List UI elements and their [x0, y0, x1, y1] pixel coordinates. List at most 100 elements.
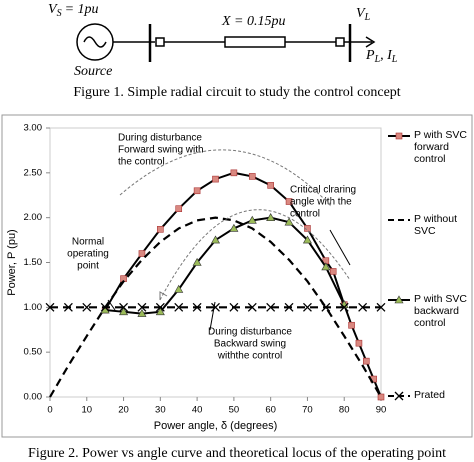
annotation-arrows: [107, 149, 351, 331]
marker: [321, 262, 331, 271]
chart-frame: [1, 114, 473, 438]
marker: [284, 217, 294, 226]
annotation: Critical clraring: [290, 185, 356, 196]
marker: [302, 235, 312, 244]
marker: [119, 302, 129, 312]
marker: [174, 284, 184, 293]
annotation: withthe control: [217, 351, 282, 362]
x-tick-label: 10: [81, 405, 92, 416]
annotation: the control: [118, 157, 165, 168]
pl-sub: L: [374, 54, 381, 65]
x-label: X = 0.15pu: [221, 14, 286, 29]
marker: [137, 302, 147, 312]
annotation: point: [77, 261, 99, 272]
annotation: Backward swing: [214, 339, 286, 350]
marker: [138, 250, 146, 257]
il-sub: L: [391, 54, 398, 65]
legend-label: P with SVC backward control: [414, 293, 467, 329]
x-tick-label: 0: [47, 405, 52, 416]
pl-symbol: P: [365, 48, 375, 63]
marker: [155, 307, 165, 316]
il-symbol: , I: [380, 48, 393, 63]
y-tick-label: 2.00: [24, 212, 43, 223]
marker: [63, 302, 73, 312]
x-tick-label: 80: [339, 405, 350, 416]
vs-sub: S: [57, 8, 62, 19]
series-line: [105, 216, 346, 315]
pl-label: PL, IL: [365, 48, 398, 65]
marker: [394, 295, 404, 304]
marker: [284, 302, 294, 312]
marker: [394, 391, 404, 401]
plot-area: [49, 127, 382, 398]
annotation: Forward swing with: [118, 145, 204, 156]
y-axis-title: Power, P (pu): [6, 229, 18, 295]
marker: [339, 302, 349, 312]
marker: [302, 302, 312, 312]
marker: [212, 175, 219, 183]
annotation: During disturbance: [208, 327, 292, 338]
marker: [119, 307, 129, 316]
y-tick-label: 1.00: [24, 302, 43, 313]
marker: [137, 309, 147, 317]
marker: [192, 302, 202, 312]
marker: [355, 339, 363, 347]
vl-sub: L: [364, 12, 371, 23]
legend-label: Prated: [414, 389, 445, 401]
plot: 0.00 0.50 1.00 1.50 2.00 2.50 3.00 0 10 20 30 40 50 6…: [6, 123, 386, 432]
marker: [174, 302, 184, 312]
figure1-caption: Figure 1. Simple radial circuit to study…: [73, 85, 400, 100]
marker: [230, 169, 238, 177]
x-tick-label: 70: [302, 405, 313, 416]
marker: [247, 302, 257, 312]
annotation: angle with the: [290, 197, 352, 208]
annotation: operating: [67, 249, 109, 260]
vs-value: = 1pu: [65, 2, 99, 17]
x-tick-label: 20: [118, 405, 129, 416]
figure2-caption: Figure 2. Power vs angle curve and theor…: [28, 446, 446, 461]
marker: [45, 302, 55, 312]
source-label: Source: [74, 64, 112, 79]
marker: [266, 213, 276, 221]
y-tick-label: 3.00: [24, 123, 43, 134]
annotation: During disturbance: [118, 133, 202, 144]
circuit: [76, 23, 376, 62]
x-tick-label: 30: [155, 405, 166, 416]
vs-symbol: V: [48, 2, 58, 17]
y-tick-label: 0.00: [24, 392, 43, 403]
vl-label: VL: [356, 6, 371, 23]
marker: [266, 302, 276, 312]
marker: [247, 215, 257, 224]
marker: [329, 268, 337, 275]
marker: [362, 357, 370, 365]
marker: [267, 182, 274, 189]
marker: [229, 223, 239, 232]
marker: [210, 235, 221, 244]
vl-symbol: V: [356, 6, 366, 21]
marker: [285, 198, 293, 205]
x-tick-label: 60: [265, 405, 276, 416]
marker: [248, 173, 256, 180]
marker: [358, 302, 368, 312]
annotation: Normal: [72, 237, 104, 248]
legend-label: P without SVC: [414, 213, 457, 237]
vs-label: VS = 1pu: [48, 2, 99, 19]
marker: [321, 302, 331, 312]
marker: [395, 132, 403, 140]
y-tick-label: 1.50: [24, 257, 43, 268]
marker: [348, 321, 355, 329]
marker: [155, 302, 165, 312]
marker: [157, 226, 164, 233]
marker: [376, 302, 386, 312]
x-tick-label: 90: [376, 405, 387, 416]
marker: [175, 205, 183, 212]
x-tick-label: 50: [229, 405, 240, 416]
marker: [193, 187, 201, 195]
y-tick-label: 2.50: [24, 167, 43, 178]
annotation: control: [290, 209, 320, 220]
marker: [82, 302, 92, 312]
marker: [192, 257, 202, 266]
y-tick-label: 0.50: [24, 347, 43, 358]
